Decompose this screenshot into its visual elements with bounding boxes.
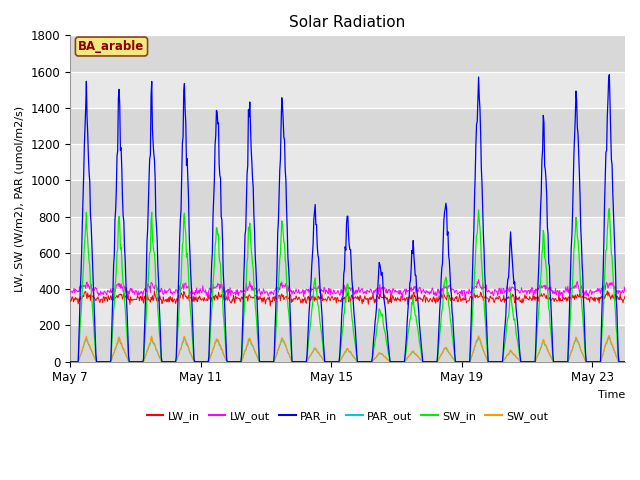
Bar [70,180,625,216]
Bar [70,108,625,144]
Y-axis label: LW, SW (W/m2), PAR (umol/m2/s): LW, SW (W/m2), PAR (umol/m2/s) [15,106,25,291]
Title: Solar Radiation: Solar Radiation [289,15,406,30]
Bar [70,144,625,180]
Bar [70,325,625,362]
Bar [70,36,625,72]
Text: BA_arable: BA_arable [78,40,145,53]
Bar [70,72,625,108]
Bar [70,289,625,325]
Bar [70,253,625,289]
Bar [70,216,625,253]
X-axis label: Time: Time [598,390,625,400]
Legend: LW_in, LW_out, PAR_in, PAR_out, SW_in, SW_out: LW_in, LW_out, PAR_in, PAR_out, SW_in, S… [142,407,553,426]
